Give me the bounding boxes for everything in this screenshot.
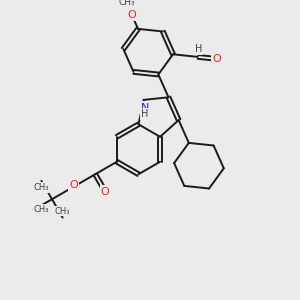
Text: CH₃: CH₃: [118, 0, 135, 7]
Text: CH₃: CH₃: [55, 207, 70, 216]
Text: O: O: [128, 10, 136, 20]
Text: CH₃: CH₃: [34, 205, 49, 214]
Text: O: O: [101, 187, 110, 196]
Text: CH₃: CH₃: [34, 183, 49, 192]
Text: H: H: [141, 109, 148, 119]
Text: O: O: [212, 54, 221, 64]
Text: N: N: [140, 103, 149, 112]
Text: O: O: [69, 180, 78, 190]
Text: H: H: [195, 44, 202, 54]
